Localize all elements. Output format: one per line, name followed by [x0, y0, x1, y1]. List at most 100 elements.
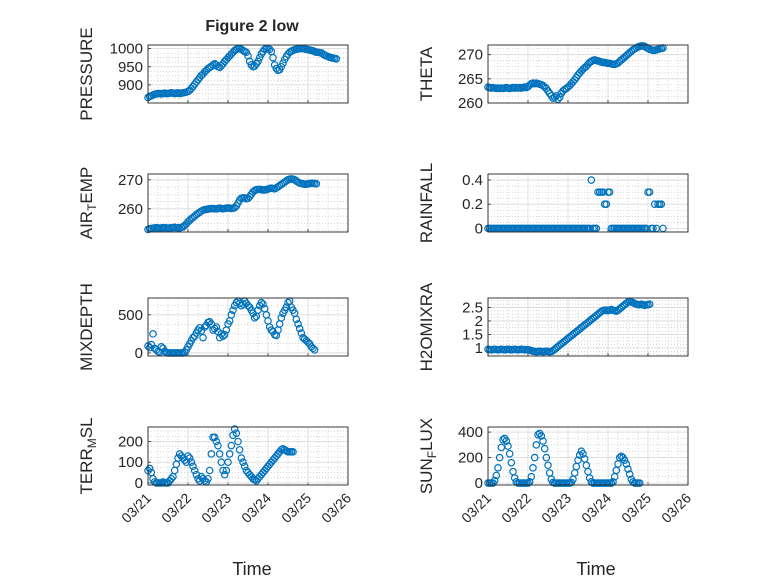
sun-flux-point	[530, 453, 539, 462]
sun-flux-point	[539, 437, 547, 445]
y-tick-label: 500	[118, 307, 143, 324]
terr-msl-point	[234, 437, 242, 446]
figure-title: Figure 2 low	[205, 18, 299, 35]
mixdepth-point	[220, 330, 229, 339]
rainfall-point	[605, 188, 614, 196]
terr-msl-point	[185, 454, 194, 462]
mixdepth-point	[259, 300, 267, 308]
x-tick-label: 03/22	[498, 490, 534, 526]
rainfall-point	[602, 200, 611, 209]
mixdepth-point	[229, 306, 237, 315]
x-tick-label: 03/24	[238, 490, 274, 526]
y-tick-label: 0.2	[462, 196, 483, 213]
x-tick-label: 03/21	[118, 490, 154, 526]
terr-msl-point	[189, 462, 197, 471]
y-tick-label: 1000	[110, 41, 143, 58]
subplot-terr-msl: 03/21 03/22 03/23 03/24 03/25 03/26 0 100 200 TER…	[77, 417, 354, 525]
terr-msl-point	[207, 450, 216, 458]
x-tick-label: 03/26	[658, 490, 694, 526]
terr-msl-point	[204, 474, 212, 483]
terr-msl-point	[215, 450, 224, 458]
pressure-point	[209, 61, 217, 69]
x-tick-label: 03/25	[278, 490, 314, 526]
terr-msl-point	[184, 452, 192, 460]
terr-msl-point	[237, 454, 246, 462]
axes-box	[487, 297, 689, 357]
sun-flux-point	[622, 460, 631, 468]
terr-msl-point	[190, 466, 199, 475]
subplot-h2omixra: 11.522.5 H2OMIXRA	[417, 282, 689, 371]
x-tick-label: 03/26	[318, 490, 354, 526]
axes-box	[487, 44, 689, 104]
sun-flux-point	[499, 435, 507, 444]
mixdepth-point	[297, 329, 306, 337]
y-tick-label: 260	[458, 95, 483, 112]
mixdepth-point	[292, 315, 301, 324]
rainfall-point	[657, 200, 666, 209]
terr-msl-point	[222, 466, 231, 475]
y-tick-label: 270	[458, 47, 483, 64]
mixdepth-point	[272, 331, 281, 340]
x-axis-label-right: Time	[576, 559, 615, 579]
terr-msl-point	[240, 462, 249, 471]
y-tick-label: 2	[475, 313, 483, 330]
axes-box	[147, 297, 349, 357]
mixdepth-point	[310, 346, 319, 354]
terr-msl-point	[220, 470, 229, 479]
y-tick-label: 0	[475, 475, 483, 492]
sun-flux-point	[607, 479, 616, 487]
terr-msl-point	[227, 441, 236, 450]
y-tick-label: 950	[118, 59, 143, 76]
y-axis-label: TERRMSL	[77, 417, 99, 494]
mixdepth-point	[149, 330, 157, 338]
sun-flux-point	[542, 453, 551, 462]
y-axis-label: H2OMIXRA	[417, 282, 436, 371]
plot-area	[488, 45, 688, 103]
h2omixra-point	[645, 300, 654, 309]
y-tick-label: 200	[118, 434, 143, 451]
sun-flux-point	[529, 463, 537, 472]
mixdepth-point	[219, 332, 227, 340]
y-tick-label: 265	[458, 71, 483, 88]
terr-msl-point	[210, 433, 219, 442]
pressure-point	[277, 62, 286, 71]
terr-msl-point	[239, 458, 247, 467]
sun-flux-point	[579, 449, 587, 458]
y-tick-label: 0.4	[462, 172, 483, 189]
terr-msl-point	[205, 466, 214, 475]
axes-box	[147, 44, 349, 104]
sun-flux-point	[492, 471, 501, 480]
terr-msl-point	[235, 445, 244, 454]
sun-flux-point	[585, 474, 594, 482]
y-tick-label: 1	[475, 340, 483, 357]
y-axis-label: THETA	[417, 46, 436, 101]
mixdepth-point	[212, 323, 221, 331]
mixdepth-point	[227, 310, 236, 319]
theta-point	[554, 95, 562, 103]
pressure-point	[255, 53, 264, 62]
axes-box	[147, 426, 349, 486]
y-tick-label: 270	[118, 172, 143, 189]
mixdepth-point	[309, 344, 317, 353]
terr-msl-point	[145, 464, 154, 473]
pressure-point	[242, 48, 251, 57]
subplot-air-temp: 260 270 AIRTEMP	[77, 167, 349, 239]
axes-box	[487, 173, 689, 233]
pressure-point	[265, 45, 274, 54]
terr-msl-point	[289, 448, 297, 456]
x-tick-label: 03/23	[198, 490, 234, 526]
axes-box	[487, 426, 689, 486]
mixdepth-point	[295, 324, 304, 333]
pressure-point	[272, 64, 281, 73]
terr-msl-point	[277, 445, 286, 454]
y-tick-label: 900	[118, 77, 143, 94]
y-tick-label: 0	[475, 220, 483, 237]
x-tick-label: 03/21	[458, 490, 494, 526]
y-tick-label: 400	[458, 424, 483, 441]
pressure-point	[269, 53, 277, 62]
terr-msl-point	[212, 437, 221, 446]
mixdepth-point	[199, 333, 207, 342]
mixdepth-point	[250, 314, 259, 322]
x-tick-label: 03/23	[538, 490, 574, 526]
